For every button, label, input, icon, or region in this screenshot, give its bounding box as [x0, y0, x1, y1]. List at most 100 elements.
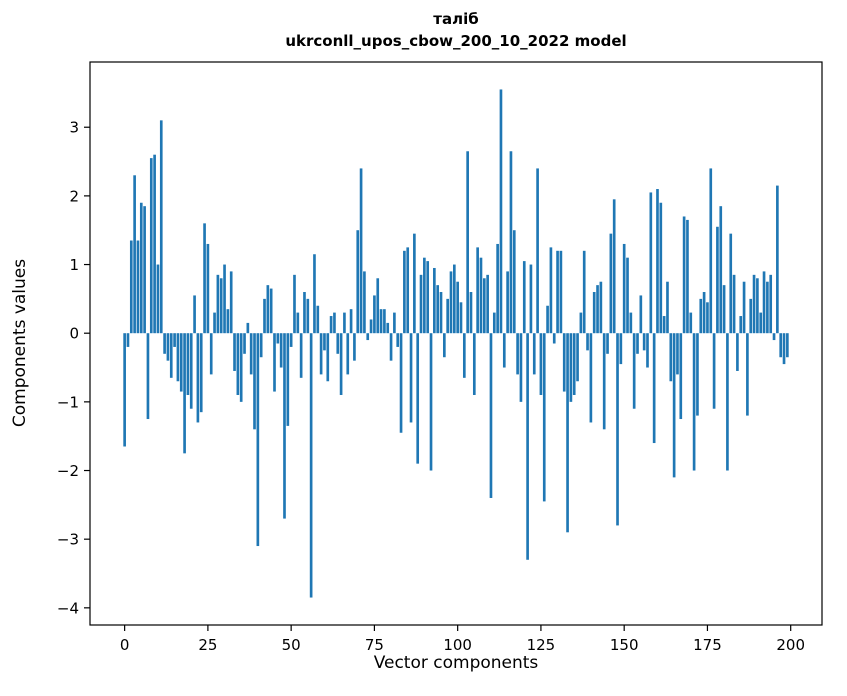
tick-label: 2 — [69, 187, 79, 205]
bar — [209, 333, 213, 375]
bar — [446, 298, 449, 334]
bar — [629, 312, 633, 334]
bar — [566, 333, 569, 533]
bar — [706, 302, 709, 334]
bar — [549, 247, 553, 334]
bar — [346, 333, 350, 375]
bar — [366, 333, 370, 341]
bar — [649, 192, 653, 334]
bar — [689, 312, 693, 334]
bar — [259, 333, 263, 358]
bar — [599, 281, 603, 334]
bar — [742, 281, 746, 334]
chart-title-line1: таліб — [433, 10, 478, 28]
bar — [606, 333, 609, 354]
bar — [189, 333, 193, 409]
bar — [552, 333, 556, 344]
bar — [782, 333, 786, 365]
bar — [439, 292, 443, 334]
bar — [656, 189, 659, 334]
bar — [313, 254, 316, 334]
bar — [542, 333, 546, 502]
bar — [276, 333, 280, 344]
bar — [729, 233, 733, 334]
bars-group — [123, 89, 789, 598]
bar — [712, 333, 716, 409]
bar — [759, 312, 763, 334]
bar — [193, 295, 196, 334]
bar — [339, 333, 343, 395]
bar — [762, 271, 766, 334]
bar — [752, 274, 756, 334]
bar — [196, 333, 200, 423]
bar — [199, 333, 203, 413]
bar — [126, 333, 130, 347]
bar — [642, 333, 646, 351]
bar — [213, 312, 216, 334]
bar — [176, 333, 180, 382]
bar — [602, 333, 606, 430]
bar — [333, 312, 336, 334]
tick-label: 200 — [776, 636, 805, 654]
bar — [696, 333, 699, 416]
bar — [416, 333, 420, 464]
bar — [576, 333, 579, 382]
bar — [676, 333, 679, 375]
bar — [616, 333, 619, 526]
bar — [539, 333, 543, 395]
bar — [363, 271, 366, 334]
bar — [413, 233, 416, 334]
bar — [289, 333, 293, 347]
bar — [666, 281, 669, 334]
bar — [223, 264, 226, 334]
bar — [303, 292, 306, 334]
bar — [646, 333, 649, 368]
bar — [682, 216, 686, 334]
bar — [559, 250, 563, 334]
bar — [443, 333, 446, 358]
tick-label: 75 — [365, 636, 384, 654]
bar — [739, 316, 743, 334]
bar — [502, 333, 506, 368]
bar — [449, 271, 453, 334]
bar — [336, 333, 340, 354]
bar — [139, 202, 143, 334]
bar — [499, 89, 503, 334]
y-axis-label: Components values — [10, 259, 30, 427]
bar — [229, 271, 233, 334]
bar — [379, 309, 383, 334]
plot-frame — [89, 61, 823, 626]
bar — [659, 202, 663, 334]
bar — [343, 312, 346, 334]
tick-label: −4 — [57, 599, 79, 617]
bar — [772, 333, 776, 341]
bar — [159, 120, 163, 334]
bar — [462, 333, 466, 378]
bar — [319, 333, 323, 375]
bar — [146, 333, 150, 420]
bar — [472, 333, 476, 395]
bar — [486, 274, 489, 334]
bar — [429, 333, 433, 471]
bar — [263, 298, 266, 334]
bar — [526, 333, 529, 560]
bar — [489, 333, 493, 498]
bar — [216, 274, 220, 334]
bar — [179, 333, 183, 392]
bar — [709, 168, 713, 334]
bar — [622, 243, 626, 334]
bar — [769, 274, 773, 334]
bar — [476, 247, 479, 334]
bar — [409, 333, 413, 423]
bar — [669, 333, 673, 382]
bar — [639, 295, 643, 334]
bar — [359, 168, 363, 334]
bar — [582, 250, 586, 334]
bar — [572, 333, 576, 395]
bar — [589, 333, 593, 423]
tick-label: 3 — [69, 119, 79, 137]
bar — [129, 240, 133, 334]
bar — [299, 333, 303, 378]
bar — [569, 333, 573, 402]
tick-label: −3 — [57, 531, 79, 549]
